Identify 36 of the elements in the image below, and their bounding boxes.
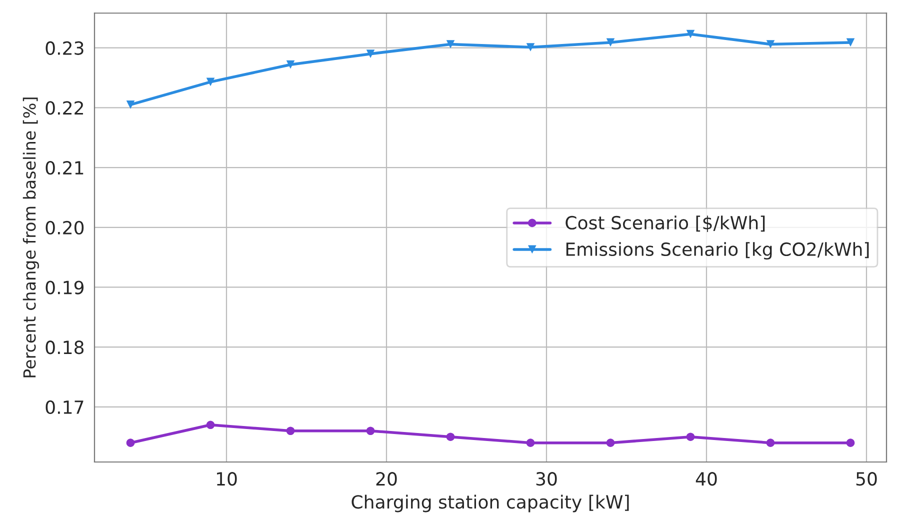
legend-label: Emissions Scenario [kg CO2/kWh] [566, 242, 869, 260]
y-tick-label: 0.22 [46, 101, 83, 115]
point [526, 438, 535, 448]
x-tick-label: 50 [856, 472, 877, 486]
point [286, 426, 295, 436]
point [126, 438, 135, 448]
x-tick-label: 40 [696, 472, 717, 486]
point [126, 100, 135, 109]
point [206, 78, 215, 86]
point [686, 30, 695, 38]
y-axis-title: Percent change from baseline [%] [22, 98, 40, 378]
y-tick-label: 0.20 [46, 220, 84, 235]
y-tick-label: 0.23 [46, 41, 84, 55]
y-tick-label: 0.17 [46, 400, 84, 414]
x-axis-title: Charging station capacity [kW] [352, 494, 629, 512]
point [446, 40, 455, 48]
x-tick-label: 20 [376, 472, 397, 486]
point [526, 43, 535, 52]
point [606, 438, 615, 448]
x-tick-label: 30 [536, 472, 557, 486]
y-tick-label: 0.18 [46, 340, 84, 354]
point [366, 426, 375, 436]
y-tick-label: 0.21 [46, 160, 84, 175]
point [766, 438, 775, 448]
point [766, 40, 775, 48]
point [606, 38, 615, 47]
x-tick-label: 10 [216, 472, 237, 486]
point [686, 432, 695, 442]
point [846, 438, 855, 448]
point [366, 50, 375, 58]
legend-label: Cost Scenario [$/kWh] [566, 216, 765, 232]
point [286, 60, 295, 69]
point [206, 420, 215, 430]
point [446, 432, 455, 442]
point [846, 38, 855, 47]
y-tick-label: 0.19 [46, 280, 84, 294]
